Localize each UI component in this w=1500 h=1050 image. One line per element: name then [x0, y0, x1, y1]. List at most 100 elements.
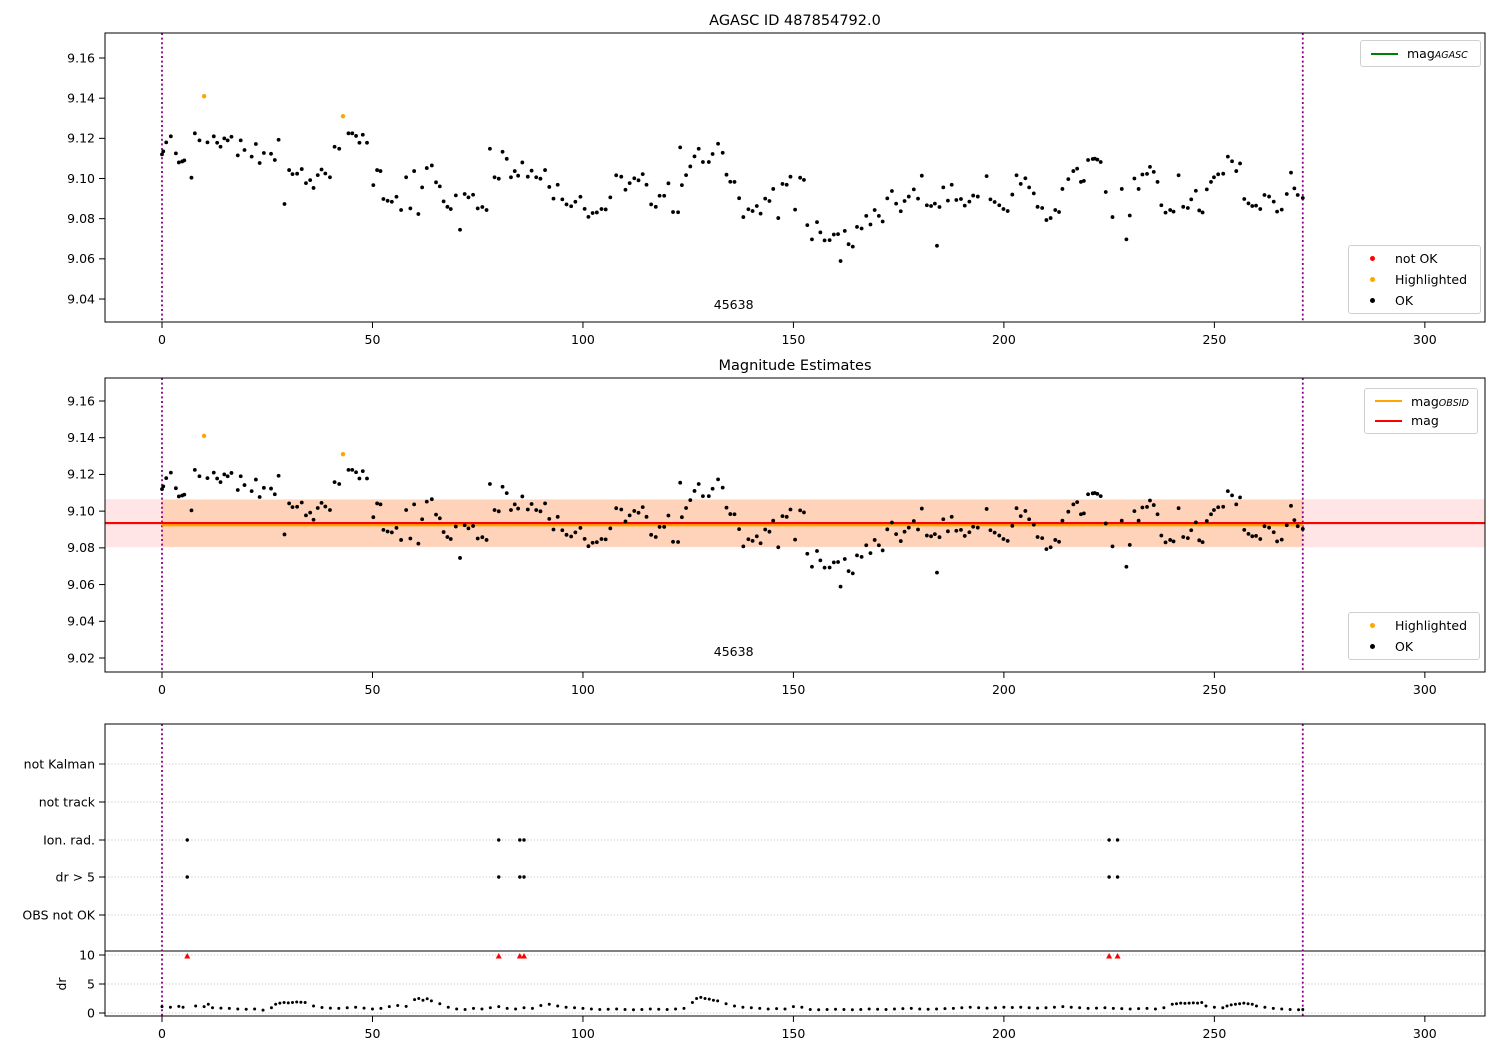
ok-point: [608, 526, 613, 531]
ok-point: [225, 474, 230, 479]
ok-point: [555, 514, 560, 519]
ok-point: [614, 173, 619, 178]
ok-point: [627, 513, 632, 518]
legend-entry-ok: OK: [1356, 638, 1469, 656]
ok-point: [416, 541, 421, 546]
ok-point: [763, 196, 768, 201]
dr-point: [1052, 1005, 1056, 1009]
ok-point: [350, 467, 355, 472]
ok-point: [578, 525, 583, 530]
ok-point: [269, 151, 273, 156]
dr-point: [1254, 1004, 1258, 1008]
ok-point: [666, 181, 671, 186]
ok-point: [859, 226, 864, 231]
category-label: not track: [39, 794, 96, 809]
dr-point: [160, 1005, 164, 1009]
dr-point: [290, 1001, 294, 1005]
ok-point: [924, 533, 929, 538]
x-tick-label: 200: [992, 682, 1016, 697]
dr-point: [589, 1007, 593, 1011]
ok-point: [211, 134, 216, 139]
legend-entry-mag-obsid: magOBSID: [1372, 393, 1469, 410]
ok-point: [701, 494, 705, 498]
ok-point: [885, 527, 890, 532]
ok-point: [1023, 509, 1028, 513]
ok-point: [290, 505, 295, 510]
ok-point: [935, 243, 939, 248]
ok-point: [551, 527, 556, 532]
ok-point: [295, 171, 300, 176]
ok-point: [1119, 518, 1124, 523]
ok-point: [1200, 210, 1205, 215]
ok-point: [746, 207, 751, 212]
ok-point: [728, 179, 733, 184]
dr-point: [918, 1007, 922, 1011]
ok-point: [599, 537, 604, 541]
dr-point: [1044, 1006, 1048, 1010]
ok-point: [1171, 209, 1176, 214]
ok-point: [1014, 173, 1019, 178]
ok-point: [1005, 209, 1010, 213]
ok-point: [855, 225, 859, 229]
ok-point: [780, 182, 785, 186]
ok-point: [218, 480, 223, 485]
dr-point: [236, 1007, 240, 1011]
ok-point: [906, 194, 911, 199]
ok-point: [732, 180, 737, 184]
ok-point: [1031, 191, 1036, 196]
ok-point: [547, 516, 552, 521]
ok-point: [1289, 503, 1293, 508]
ok-point: [1275, 539, 1279, 544]
dr-point: [312, 1004, 316, 1008]
ok-point: [420, 517, 425, 522]
dr-point: [943, 1007, 947, 1011]
ok-point: [793, 537, 798, 542]
ok-point: [360, 132, 365, 137]
dr-point: [800, 1005, 804, 1009]
ok-point: [1140, 172, 1145, 177]
x-tick-label: 250: [1202, 332, 1226, 347]
ok-point: [771, 187, 776, 191]
legend-label: mag: [1411, 413, 1439, 429]
ok-point: [525, 174, 530, 179]
dr-tick-label: 5: [87, 976, 95, 991]
ok-point: [1136, 518, 1141, 523]
dr-point: [1061, 1005, 1065, 1009]
ok-point: [1098, 160, 1103, 164]
ok-point: [299, 167, 304, 171]
ok-point: [1250, 534, 1255, 539]
ok-point: [1081, 179, 1086, 183]
dr-point: [960, 1006, 964, 1010]
y-tick-label: 9.08: [67, 540, 95, 555]
dr-point: [488, 1006, 492, 1010]
dr-point: [1183, 1001, 1187, 1005]
ok-point: [992, 200, 997, 204]
ok-point: [197, 138, 202, 143]
ok-point: [754, 534, 759, 539]
ok-point: [1275, 209, 1279, 214]
ok-point: [161, 149, 166, 154]
ok-point: [399, 208, 403, 212]
dr-point: [282, 1001, 286, 1005]
ok-point: [360, 469, 365, 474]
ok-point: [1001, 537, 1006, 541]
ok-point: [802, 510, 806, 515]
ok-point: [365, 476, 369, 481]
ok-point: [242, 483, 247, 487]
dr-point: [1271, 1006, 1275, 1010]
obsid-annotation: 45638: [714, 644, 754, 659]
ok-point: [586, 214, 591, 219]
dr-point: [909, 1006, 913, 1010]
y-tick-label: 9.12: [67, 467, 95, 482]
ok-point: [408, 206, 413, 211]
ok-dot-swatch: [1369, 297, 1375, 303]
ok-point: [272, 158, 277, 162]
ok-point: [1018, 514, 1023, 518]
ok-point: [932, 532, 937, 536]
legend-label: magOBSID: [1411, 393, 1469, 409]
ok-point: [678, 480, 683, 485]
ok-point: [696, 146, 701, 151]
ok-point: [949, 514, 954, 519]
ok-point: [211, 470, 216, 475]
ok-point: [684, 173, 688, 177]
